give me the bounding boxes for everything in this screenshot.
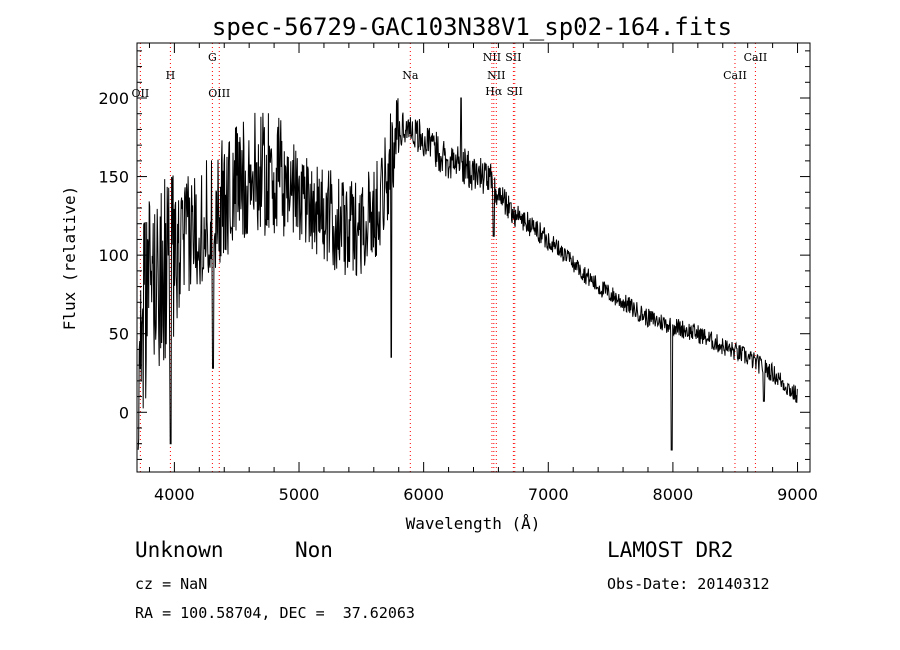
x-tick-label: 9000 [777,485,818,504]
y-tick-label: 150 [98,168,129,187]
line-markers: OII H G OIII Na NII NII Hα SII SII CaII CaII [132,43,768,472]
x-tick-label: 5000 [279,485,320,504]
y-axis-label: Flux (relative) [60,186,79,331]
y-tick-label: 100 [98,246,129,265]
spectrum-series [137,97,798,451]
x-tick-label: 6000 [403,485,444,504]
survey-name: LAMOST DR2 [607,538,734,562]
x-tick-label: 8000 [653,485,694,504]
line-marker-label: H [166,69,176,82]
plot-frame [136,42,811,473]
spectrum-line [137,97,798,451]
spectral-class: Unknown [135,538,224,562]
coordinates-text: RA = 100.58704, DEC = 37.62063 [135,604,415,622]
x-axis-label: Wavelength (Å) [406,514,541,533]
line-marker-label: SII [505,51,521,64]
x-tick-label: 4000 [154,485,195,504]
line-marker-label: Na [402,69,419,82]
line-marker-label: CaII [744,51,768,64]
y-tick-label: 50 [109,325,129,344]
line-marker-label: CaII [723,69,747,82]
line-marker-label: NII [487,69,505,82]
y-tick-label: 200 [98,89,129,108]
axes: 4000 5000 6000 7000 8000 9000 0 50 100 150 200 [98,43,818,504]
spectral-subclass: Non [295,538,333,562]
line-marker-label: G [208,51,217,64]
chart-title: spec-56729-GAC103N38V1_sp02-164.fits [212,13,732,41]
obs-date-text: Obs-Date: 20140312 [607,575,770,593]
line-marker-label: SII [507,85,523,98]
line-marker-label: OII [132,87,150,100]
line-marker-label: OIII [208,87,230,100]
y-tick-label: 0 [119,403,129,422]
line-marker-label: Hα [485,85,503,98]
x-tick-label: 7000 [528,485,569,504]
line-marker-label: NII [483,51,501,64]
redshift-text: cz = NaN [135,575,208,593]
